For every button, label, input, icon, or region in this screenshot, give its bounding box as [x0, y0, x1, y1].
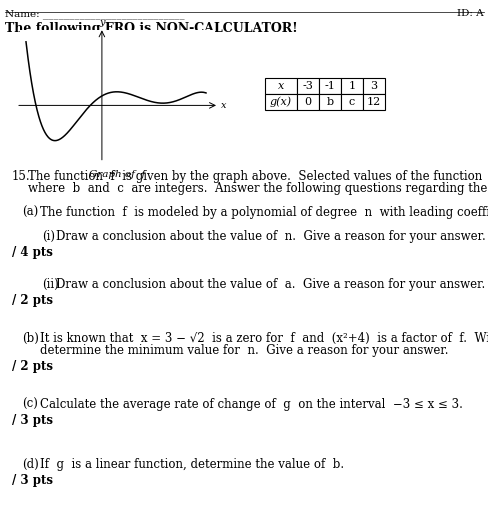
Text: ID: A: ID: A — [456, 9, 483, 18]
Text: -3: -3 — [302, 81, 313, 91]
Text: 3: 3 — [370, 81, 377, 91]
Text: The following FRQ is NON-CALCULATOR!: The following FRQ is NON-CALCULATOR! — [5, 22, 297, 35]
Bar — [318, 78, 340, 94]
Text: determine the minimum value for  n.  Give a reason for your answer.: determine the minimum value for n. Give … — [40, 344, 447, 357]
Text: (ii): (ii) — [42, 278, 59, 291]
Text: / 2 pts: / 2 pts — [12, 360, 53, 372]
Bar — [296, 78, 318, 94]
Text: The function  f  is given by the graph above.  Selected values of the function  : The function f is given by the graph abo… — [28, 170, 488, 183]
Bar — [318, 94, 340, 110]
Text: 12: 12 — [366, 97, 380, 107]
Text: (c): (c) — [22, 398, 38, 411]
Text: (i): (i) — [42, 230, 55, 243]
Text: 1: 1 — [348, 81, 355, 91]
Text: / 2 pts: / 2 pts — [12, 294, 53, 307]
Text: Draw a conclusion about the value of  a.  Give a reason for your answer.: Draw a conclusion about the value of a. … — [56, 278, 484, 291]
Bar — [362, 94, 384, 110]
Bar — [264, 78, 296, 94]
Text: b: b — [326, 97, 333, 107]
Text: Calculate the average rate of change of  g  on the interval  −3 ≤ x ≤ 3.: Calculate the average rate of change of … — [40, 398, 462, 411]
Text: y: y — [99, 18, 104, 27]
Text: (b): (b) — [22, 332, 39, 345]
Text: -1: -1 — [324, 81, 335, 91]
Text: / 3 pts: / 3 pts — [12, 473, 53, 487]
Bar — [264, 94, 296, 110]
Text: where  b  and  c  are integers.  Answer the following questions regarding these : where b and c are integers. Answer the f… — [28, 182, 488, 195]
Text: (a): (a) — [22, 206, 38, 219]
Text: If  g  is a linear function, determine the value of  b.: If g is a linear function, determine the… — [40, 458, 344, 471]
Text: (d): (d) — [22, 458, 39, 471]
Bar — [296, 94, 318, 110]
Text: The function  f  is modeled by a polynomial of degree  n  with leading coefficie: The function f is modeled by a polynomia… — [40, 206, 488, 219]
Bar — [340, 94, 362, 110]
Text: / 4 pts: / 4 pts — [12, 245, 53, 259]
Text: It is known that  x = 3 − √2  is a zero for  f  and  (x²+4)  is a factor of  f. : It is known that x = 3 − √2 is a zero fo… — [40, 332, 488, 345]
Text: Draw a conclusion about the value of  n.  Give a reason for your answer.: Draw a conclusion about the value of n. … — [56, 230, 485, 243]
Text: Graph of  f: Graph of f — [89, 170, 145, 179]
Bar — [362, 78, 384, 94]
Text: 0: 0 — [304, 97, 311, 107]
Text: 15.: 15. — [12, 170, 31, 183]
Text: g(x): g(x) — [269, 97, 291, 107]
Bar — [340, 78, 362, 94]
Text: Name: ___________________________: Name: ___________________________ — [5, 9, 184, 19]
Text: x: x — [277, 81, 284, 91]
Text: c: c — [348, 97, 354, 107]
Text: / 3 pts: / 3 pts — [12, 414, 53, 427]
Text: x: x — [221, 101, 226, 110]
